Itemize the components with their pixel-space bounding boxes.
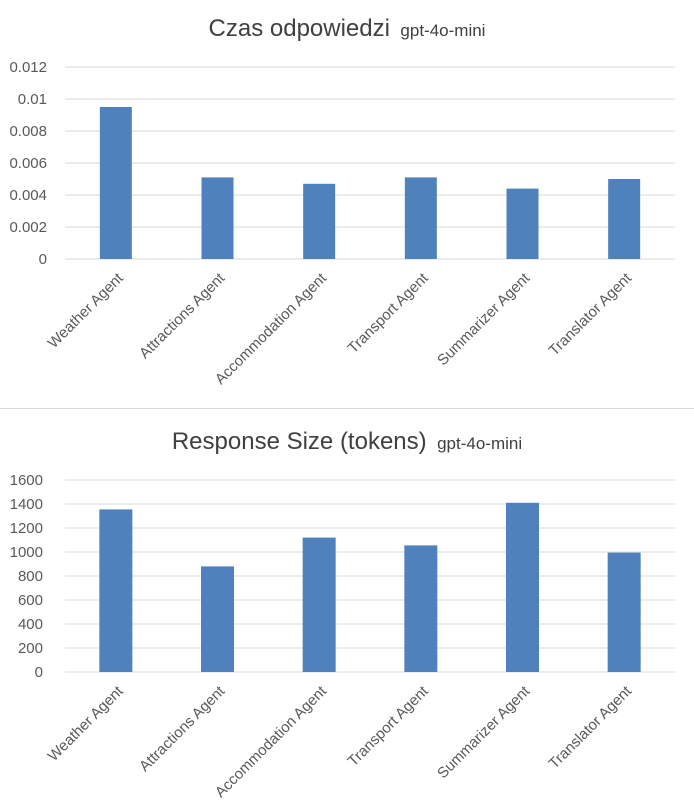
x-category-label: Attractions Agent bbox=[136, 682, 229, 775]
chart-divider bbox=[0, 408, 694, 409]
bar bbox=[608, 179, 641, 259]
y-tick-label: 1400 bbox=[10, 496, 43, 513]
bar bbox=[404, 177, 437, 259]
x-category-label: Translator Agent bbox=[546, 682, 636, 772]
y-tick-label: 1000 bbox=[10, 544, 43, 561]
y-tick-label: 0.008 bbox=[9, 123, 47, 140]
y-tick-label: 1200 bbox=[10, 520, 43, 537]
gridlines bbox=[65, 66, 675, 260]
y-tick-label: 0.002 bbox=[9, 219, 47, 236]
y-tick-labels: 0 0.002 0.004 0.006 0.008 0.01 0.012 bbox=[9, 59, 47, 268]
chart-title-sub: gpt-4o-mini bbox=[400, 21, 485, 40]
bar bbox=[607, 552, 641, 672]
x-category-label: Summarizer Agent bbox=[434, 682, 534, 782]
x-category-label: Transport Agent bbox=[345, 682, 433, 770]
bar bbox=[506, 188, 539, 259]
x-category-label: Weather Agent bbox=[45, 682, 128, 765]
x-category-label: Accommodation Agent bbox=[212, 269, 331, 388]
y-tick-label: 600 bbox=[18, 592, 43, 609]
response-size-chart: Response Size (tokens) gpt-4o-mini 0 200 4… bbox=[0, 409, 694, 803]
x-category-label: Translator Agent bbox=[546, 269, 636, 359]
bar bbox=[404, 545, 438, 672]
bar bbox=[303, 183, 336, 259]
y-tick-label: 0 bbox=[39, 251, 47, 268]
x-category-label: Weather Agent bbox=[45, 269, 128, 352]
y-tick-label: 0.012 bbox=[9, 59, 47, 76]
chart-title-main: Czas odpowiedzi bbox=[209, 15, 390, 42]
y-tick-labels: 0 200 400 600 800 1000 1200 1400 1600 bbox=[10, 472, 43, 681]
x-category-label: Summarizer Agent bbox=[434, 269, 534, 369]
x-category-labels: Weather Agent Attractions AgentAccommodat… bbox=[45, 269, 636, 388]
response-time-chart: Czas odpowiedzi gpt-4o-mini 0 0.002 0.004 0… bbox=[9, 15, 675, 388]
y-tick-label: 0 bbox=[35, 664, 43, 681]
bar bbox=[99, 107, 132, 259]
chart-title-sub: gpt-4o-mini bbox=[437, 434, 522, 453]
bar bbox=[99, 509, 133, 672]
bar bbox=[302, 537, 336, 672]
y-tick-label: 0.01 bbox=[18, 91, 47, 108]
y-tick-label: 800 bbox=[18, 568, 43, 585]
bars bbox=[99, 107, 641, 259]
chart-title-main: Response Size (tokens) bbox=[172, 428, 427, 455]
response-time-chart-svg: Czas odpowiedzi gpt-4o-mini 00.0020.0040… bbox=[9, 15, 675, 388]
bar bbox=[201, 566, 234, 672]
bar bbox=[506, 502, 539, 672]
x-category-labels: Weather Agent Attractions AgentAccommodat… bbox=[45, 682, 636, 801]
bars bbox=[99, 502, 641, 672]
y-tick-label: 1600 bbox=[10, 472, 43, 489]
chart-title: Czas odpowiedzi gpt-4o-mini bbox=[209, 15, 486, 42]
y-tick-label: 0.004 bbox=[9, 187, 47, 204]
x-category-label: Transport Agent bbox=[345, 269, 433, 357]
y-tick-label: 400 bbox=[18, 616, 43, 633]
bar bbox=[201, 177, 234, 259]
x-category-label: Attractions Agent bbox=[136, 269, 229, 362]
response-size-chart-svg: Response Size (tokens) gpt-4o-mini 0 200 4… bbox=[10, 428, 675, 801]
gridlines bbox=[65, 479, 675, 673]
x-category-label: Accommodation Agent bbox=[212, 682, 331, 801]
y-tick-label: 0.006 bbox=[9, 155, 47, 172]
y-tick-label: 200 bbox=[18, 640, 43, 657]
chart-title: Response Size (tokens) gpt-4o-mini bbox=[172, 428, 522, 455]
